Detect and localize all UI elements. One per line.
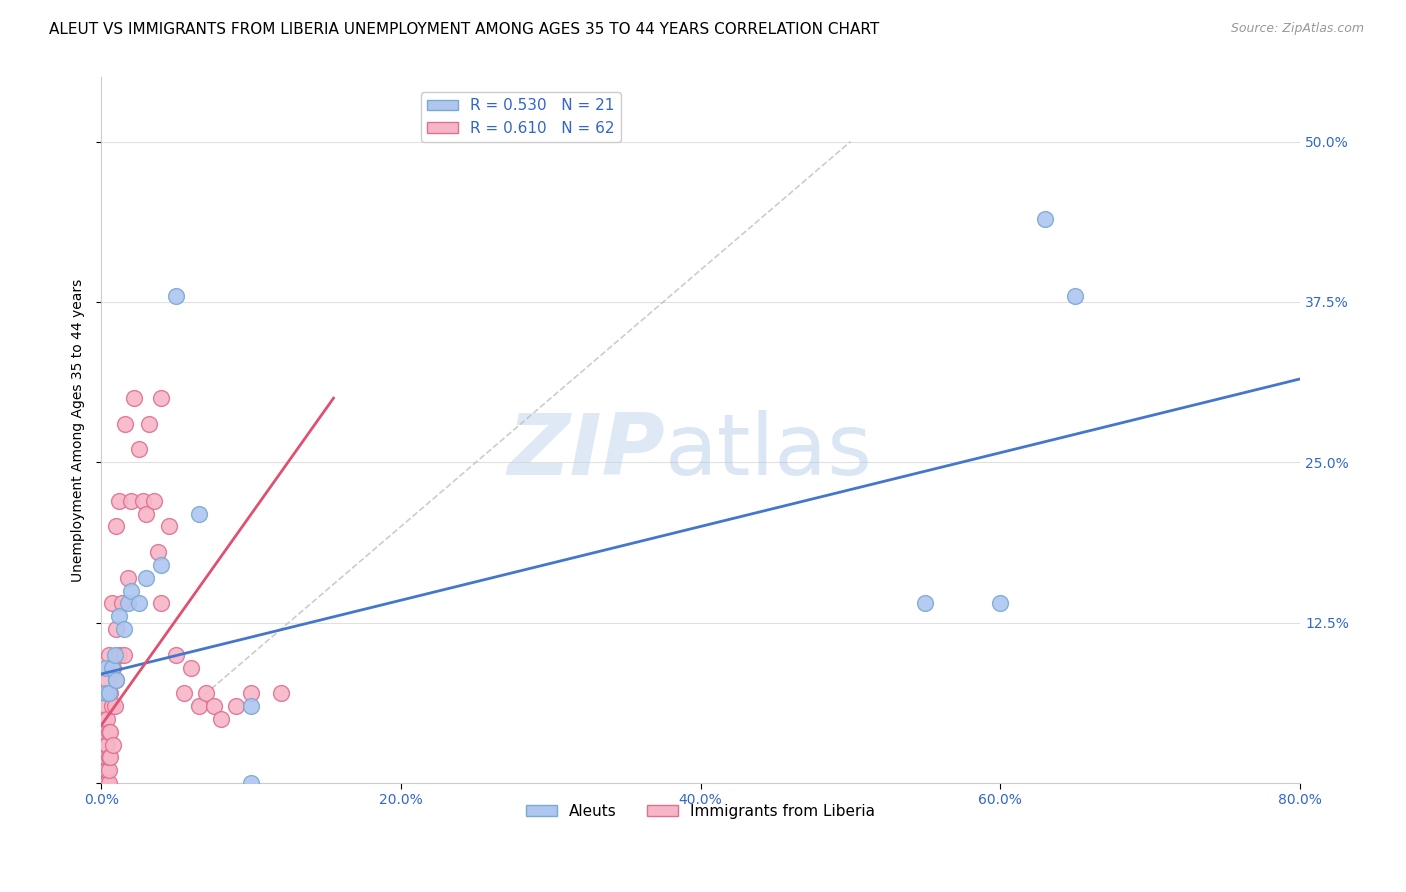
Point [105, 673, 128, 688]
Point [117, 596, 139, 610]
Point [240, 686, 263, 700]
Point [97, 763, 120, 777]
Point [93, 738, 115, 752]
Point [108, 648, 131, 662]
Point [157, 519, 180, 533]
Text: ZIP: ZIP [508, 410, 665, 493]
Point [93, 763, 115, 777]
Point [150, 558, 173, 572]
Point [103, 738, 125, 752]
Point [93, 776, 115, 790]
Point [135, 507, 157, 521]
Point [138, 417, 160, 431]
Point [96, 738, 118, 752]
Point [94, 776, 117, 790]
Point [112, 622, 135, 636]
Point [135, 571, 157, 585]
Point [1064, 288, 1087, 302]
Point [103, 660, 125, 674]
Point [128, 596, 150, 610]
Point [93, 750, 115, 764]
Point [270, 686, 292, 700]
Point [97, 776, 120, 790]
Point [93, 776, 115, 790]
Point [1033, 211, 1056, 226]
Point [98, 750, 121, 764]
Point [96, 712, 118, 726]
Text: Source: ZipAtlas.com: Source: ZipAtlas.com [1230, 22, 1364, 36]
Point [94, 699, 117, 714]
Point [100, 699, 122, 714]
Point [150, 596, 173, 610]
Point [173, 686, 195, 700]
Point [988, 596, 1011, 610]
Point [165, 648, 187, 662]
Point [142, 493, 165, 508]
Point [128, 442, 150, 457]
Point [97, 750, 120, 764]
Point [225, 699, 247, 714]
Point [100, 596, 122, 610]
Point [180, 660, 202, 674]
Point [104, 699, 127, 714]
Point [146, 545, 169, 559]
Point [165, 288, 187, 302]
Point [96, 673, 118, 688]
Point [195, 686, 218, 700]
Point [104, 648, 127, 662]
Point [240, 776, 263, 790]
Point [209, 712, 232, 726]
Point [94, 763, 117, 777]
Point [111, 596, 134, 610]
Y-axis label: Unemployment Among Ages 35 to 44 years: Unemployment Among Ages 35 to 44 years [72, 278, 86, 582]
Point [93, 776, 115, 790]
Point [120, 493, 142, 508]
Point [93, 763, 115, 777]
Point [94, 750, 117, 764]
Text: ALEUT VS IMMIGRANTS FROM LIBERIA UNEMPLOYMENT AMONG AGES 35 TO 44 YEARS CORRELAT: ALEUT VS IMMIGRANTS FROM LIBERIA UNEMPLO… [49, 22, 880, 37]
Point [97, 686, 120, 700]
Point [97, 648, 120, 662]
Point [108, 493, 131, 508]
Point [105, 673, 128, 688]
Point [150, 391, 173, 405]
Point [202, 699, 225, 714]
Point [96, 776, 118, 790]
Point [105, 622, 128, 636]
Point [100, 660, 122, 674]
Point [108, 609, 131, 624]
Point [105, 519, 128, 533]
Point [132, 493, 155, 508]
Point [187, 699, 209, 714]
Point [240, 699, 263, 714]
Legend: Aleuts, Immigrants from Liberia: Aleuts, Immigrants from Liberia [520, 797, 882, 825]
Point [94, 738, 117, 752]
Point [122, 391, 145, 405]
Point [94, 660, 117, 674]
Point [98, 724, 121, 739]
Point [114, 417, 136, 431]
Point [98, 686, 121, 700]
Point [93, 712, 115, 726]
Point [120, 583, 142, 598]
Point [914, 596, 936, 610]
Text: atlas: atlas [665, 410, 873, 493]
Point [94, 686, 117, 700]
Point [93, 724, 115, 739]
Point [112, 648, 135, 662]
Point [96, 763, 118, 777]
Point [97, 724, 120, 739]
Point [117, 571, 139, 585]
Point [187, 507, 209, 521]
